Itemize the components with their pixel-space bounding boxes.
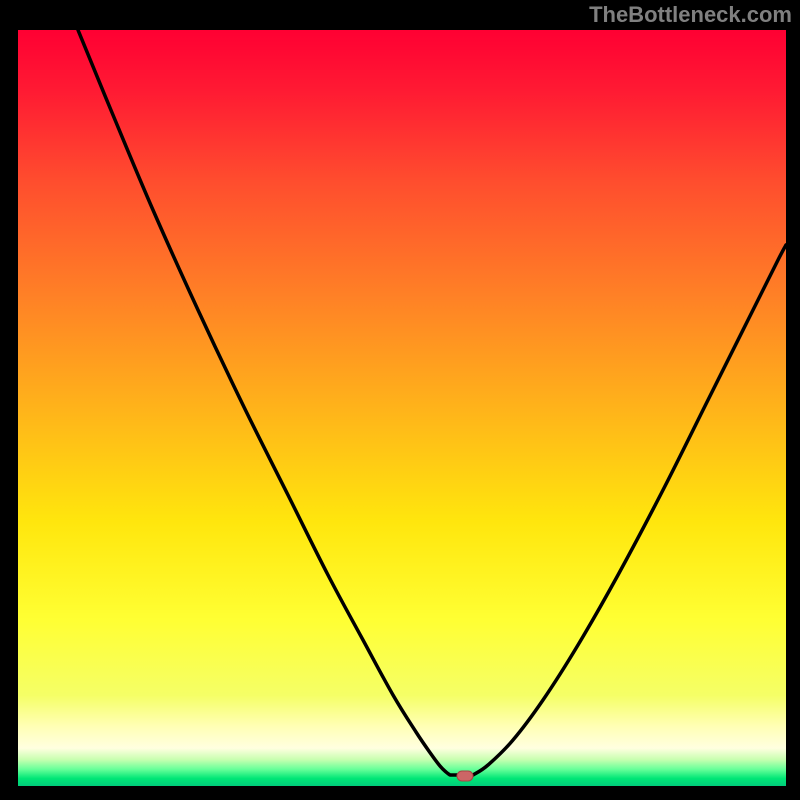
plot-area: [18, 30, 786, 786]
watermark-text: TheBottleneck.com: [589, 2, 792, 28]
trough-marker: [457, 771, 473, 781]
outer-frame: TheBottleneck.com: [0, 0, 800, 800]
chart-svg: [0, 0, 800, 800]
